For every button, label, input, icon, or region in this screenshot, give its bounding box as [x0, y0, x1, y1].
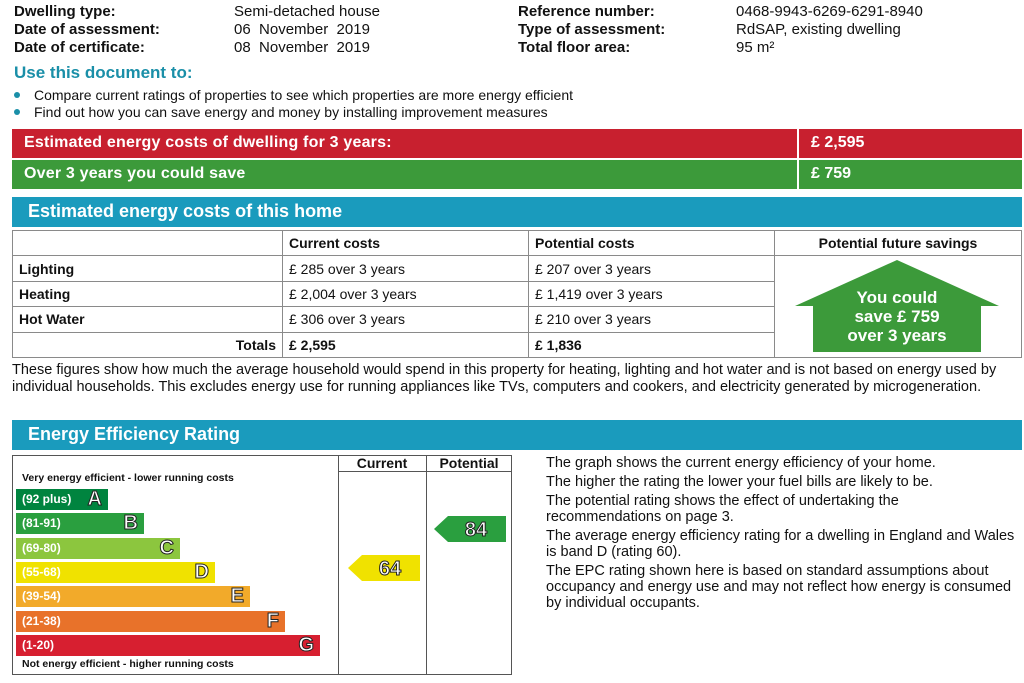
bullet-dot-icon — [14, 92, 20, 99]
costs-table: Current costs Potential costs Potential … — [12, 229, 1022, 358]
costs-note: These figures show how much the average … — [12, 362, 997, 395]
cell-current: £ 285 over 3 years — [282, 255, 529, 282]
cell-potential: £ 210 over 3 years — [528, 306, 775, 333]
rating-paragraph: The higher the rating the lower your fue… — [546, 474, 933, 490]
date-assessment-value: 06 November 2019 — [234, 21, 370, 38]
table-header-empty — [12, 229, 283, 257]
band-range: (39-54) — [22, 589, 61, 604]
divider-line — [426, 455, 427, 675]
cell-potential: £ 207 over 3 years — [528, 255, 775, 282]
savings-value: £ 759 — [799, 160, 1022, 189]
top-caption: Very energy efficient - lower running co… — [22, 472, 234, 484]
band-letter: G — [298, 633, 315, 656]
col-potential-header: Potential — [439, 455, 499, 471]
savings-arrow-cell: You could save £ 759 over 3 years — [774, 255, 1022, 358]
divider-line — [338, 471, 512, 472]
band-letter: B — [123, 512, 138, 535]
dwelling-type-value: Semi-detached house — [234, 3, 380, 20]
rating-paragraph: The potential rating shows the effect of… — [546, 493, 899, 525]
rating-band-f: (21-38) F — [16, 609, 285, 632]
savings-label: Over 3 years you could save — [12, 160, 797, 189]
estimated-cost-label: Estimated energy costs of dwelling for 3… — [12, 129, 797, 158]
band-range: (21-38) — [22, 613, 61, 628]
reference-value: 0468-9943-6269-6291-8940 — [736, 3, 923, 20]
date-certificate-label: Date of certificate: — [14, 39, 145, 56]
savings-arrow-line-2: save £ 759 — [854, 307, 939, 326]
table-header-row: Current costs Potential costs Potential … — [12, 229, 1022, 257]
totals-potential: £ 1,836 — [528, 331, 775, 358]
bullet-item: Find out how you can save energy and mon… — [10, 104, 548, 121]
rating-band-d: (55-68) D — [16, 560, 215, 583]
current-rating-arrow: 64 — [348, 555, 420, 581]
header-current-costs: Current costs — [282, 229, 529, 257]
savings-arrow-line-3: over 3 years — [847, 326, 946, 345]
rating-paragraph: The average energy efficiency rating for… — [546, 528, 1015, 560]
table-row: Lighting £ 285 over 3 years £ 207 over 3… — [12, 255, 1022, 358]
row-label-lighting: Lighting — [12, 255, 283, 282]
estimated-cost-row: Estimated energy costs of dwelling for 3… — [12, 129, 1022, 158]
header-potential-costs: Potential costs — [528, 229, 775, 257]
chart-frame — [12, 455, 512, 675]
use-document-title: Use this document to: — [14, 63, 193, 82]
cell-current: £ 2,004 over 3 years — [282, 280, 529, 308]
bullet-dot-icon — [14, 109, 20, 116]
rating-band-b: (81-91) B — [16, 512, 144, 535]
totals-current: £ 2,595 — [282, 331, 529, 358]
band-range: (69-80) — [22, 540, 61, 555]
rating-band-a: (92 plus) A — [16, 488, 108, 511]
table-row: Hot Water £ 306 over 3 years £ 210 over … — [12, 306, 1022, 333]
divider-line — [338, 455, 339, 675]
band-letter: C — [159, 536, 174, 559]
assessment-type-value: RdSAP, existing dwelling — [736, 21, 901, 38]
row-label-heating: Heating — [12, 280, 283, 308]
band-range: (1-20) — [22, 637, 55, 652]
dwelling-type-label: Dwelling type: — [14, 3, 116, 20]
band-range: (81-91) — [22, 516, 61, 531]
costs-section-title: Estimated energy costs of this home — [12, 197, 1022, 227]
floor-area-label: Total floor area: — [518, 39, 631, 56]
band-letter: D — [194, 560, 209, 583]
band-letter: A — [87, 488, 102, 511]
cell-current: £ 306 over 3 years — [282, 306, 529, 333]
cell-potential: £ 1,419 over 3 years — [528, 280, 775, 308]
band-letter: F — [266, 609, 279, 632]
rating-paragraph: The EPC rating shown here is based on st… — [546, 563, 1012, 611]
bottom-caption: Not energy efficient - higher running co… — [22, 658, 234, 670]
potential-rating-arrow: 84 — [434, 516, 506, 542]
col-current-header: Current — [356, 455, 408, 471]
row-label-hot-water: Hot Water — [12, 306, 283, 333]
house-arrow-icon: You could save £ 759 over 3 years — [795, 260, 999, 353]
table-row: Heating £ 2,004 over 3 years £ 1,419 ove… — [12, 280, 1022, 308]
band-range: (92 plus) — [22, 492, 72, 506]
totals-row: Totals £ 2,595 £ 1,836 — [12, 331, 1022, 358]
rating-band-e: (39-54) E — [16, 585, 250, 608]
savings-arrow-line-1: You could — [857, 288, 938, 307]
estimated-cost-value: £ 2,595 — [799, 129, 1022, 158]
rating-explanation: The graph shows the current energy effic… — [546, 455, 1016, 611]
rating-section-title: Energy Efficiency Rating — [12, 420, 1022, 450]
date-certificate-value: 08 November 2019 — [234, 39, 370, 56]
bullet-item: Compare current ratings of properties to… — [10, 87, 573, 104]
current-rating-value: 64 — [379, 558, 402, 580]
potential-rating-value: 84 — [465, 519, 488, 541]
rating-band-c: (69-80) C — [16, 536, 180, 559]
date-assessment-label: Date of assessment: — [14, 21, 160, 38]
floor-area-value: 95 m² — [736, 39, 775, 56]
band-range: (55-68) — [22, 564, 61, 579]
rating-band-g: (1-20) G — [16, 633, 320, 656]
header-future-savings: Potential future savings — [774, 229, 1022, 257]
reference-label: Reference number: — [518, 3, 655, 20]
band-letter: E — [230, 585, 244, 608]
savings-row: Over 3 years you could save £ 759 — [12, 160, 1022, 189]
rating-chart: Current Potential Very energy efficient … — [12, 455, 512, 675]
rating-paragraph: The graph shows the current energy effic… — [546, 455, 936, 471]
dwelling-type-row: Dwelling type: — [14, 3, 116, 21]
totals-label: Totals — [12, 331, 283, 358]
assessment-type-label: Type of assessment: — [518, 21, 666, 38]
